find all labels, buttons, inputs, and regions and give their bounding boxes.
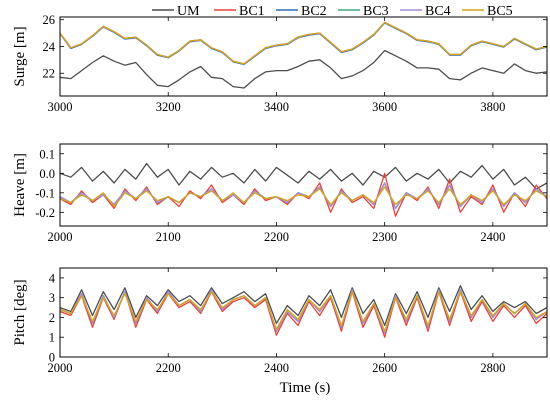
series-bc4-line <box>60 21 547 65</box>
y-tick-label: 26 <box>43 13 56 27</box>
x-tick-label: 2200 <box>264 230 289 244</box>
x-tick-label: 2600 <box>372 361 397 375</box>
x-tick-label: 3800 <box>480 100 505 114</box>
x-tick-label: 2400 <box>264 361 289 375</box>
y-tick-label: 0.0 <box>39 167 55 181</box>
y-tick-label: -0.2 <box>35 206 55 220</box>
plot-area <box>60 162 547 217</box>
panel-1: 3000 3200 3400 3600 3800 22 24 26 Surge [m] <box>12 13 548 114</box>
legend-label-bc2: BC2 <box>301 4 327 19</box>
x-tick-label: 3000 <box>48 100 73 114</box>
x-tick-label: 2000 <box>48 230 73 244</box>
y-tick-label: 3 <box>49 291 55 305</box>
x-tick-label: 2800 <box>480 361 505 375</box>
series-bc5-line <box>60 21 547 65</box>
y-tick-label: 1 <box>49 331 55 345</box>
x-tick-label: 3400 <box>264 100 289 114</box>
series-bc3-line <box>60 21 547 65</box>
axes-frame <box>59 267 548 358</box>
series-bc1-line <box>60 291 547 338</box>
x-tick-label: 2400 <box>480 230 505 244</box>
x-axis-label: Time (s) <box>280 380 331 396</box>
y-axis-label: Heave [m] <box>12 153 28 217</box>
plot-area <box>60 285 547 338</box>
y-tick-label: -0.1 <box>35 186 55 200</box>
x-tick-label: 3200 <box>156 100 181 114</box>
plot-area <box>60 21 547 89</box>
series-bc5-line <box>60 186 547 208</box>
series-bc1-line <box>60 21 547 65</box>
y-tick-label: 4 <box>49 271 56 285</box>
series-bc5-line <box>60 291 547 332</box>
y-tick-label: 0 <box>49 351 55 365</box>
legend-label-bc3: BC3 <box>363 4 389 19</box>
legend-label-bc5: BC5 <box>487 4 513 19</box>
x-tick-label: 2200 <box>156 361 181 375</box>
y-tick-label: 2 <box>49 311 55 325</box>
legend-label-bc4: BC4 <box>425 4 451 19</box>
legend-label-um: UM <box>177 4 200 19</box>
series-um-line <box>60 285 547 327</box>
panel-2: 2000 2100 2200 2300 2400 -0.2 -0.1 0.0 0.1 Heave … <box>12 143 548 244</box>
series-bc4-line <box>60 182 547 210</box>
y-tick-label: 24 <box>43 40 56 54</box>
legend: UM BC1 BC2 BC3 BC4 BC5 <box>152 4 513 19</box>
series-um-line <box>60 49 547 89</box>
panel-3: 2000 2200 2400 2600 2800 0 1 2 3 4 Pitch [deg] <box>12 267 548 375</box>
y-axis-label: Pitch [deg] <box>12 279 28 345</box>
y-tick-label: 0.1 <box>39 147 55 161</box>
y-tick-label: 22 <box>43 67 56 81</box>
axes-frame <box>59 16 548 97</box>
x-tick-label: 2300 <box>372 230 397 244</box>
x-tick-label: 2100 <box>156 230 181 244</box>
x-tick-label: 3600 <box>372 100 397 114</box>
y-axis-label: Surge [m] <box>12 26 28 86</box>
x-tick-label: 2000 <box>48 361 73 375</box>
axes-frame <box>59 143 548 227</box>
series-um-line <box>60 162 547 190</box>
legend-label-bc1: BC1 <box>239 4 265 19</box>
